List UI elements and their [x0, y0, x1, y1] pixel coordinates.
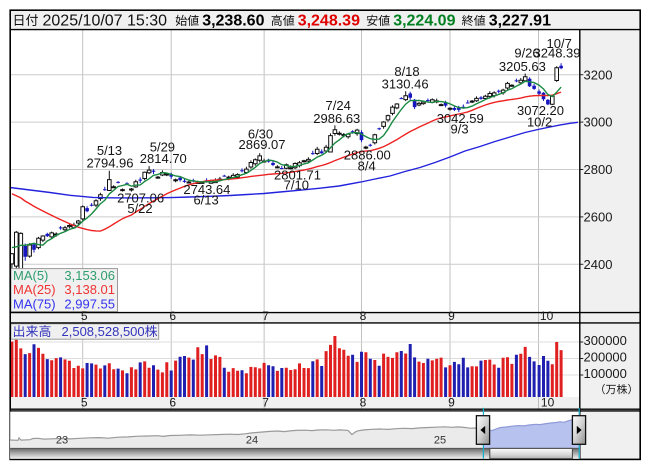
svg-text:3,248.39: 3,248.39: [298, 12, 360, 29]
svg-text:MA(75): MA(75): [13, 296, 56, 311]
svg-text:10/7: 10/7: [547, 36, 572, 51]
svg-text:3,153.06: 3,153.06: [64, 268, 115, 283]
svg-text:23: 23: [56, 435, 68, 447]
svg-text:9/3: 9/3: [451, 122, 469, 137]
svg-text:6: 6: [169, 396, 176, 410]
svg-text:10: 10: [541, 396, 555, 410]
svg-text:9: 9: [448, 396, 455, 410]
svg-text:25: 25: [434, 435, 446, 447]
svg-text:24: 24: [246, 435, 258, 447]
svg-text:100000: 100000: [584, 366, 627, 381]
svg-text:3000: 3000: [584, 115, 613, 130]
svg-text:200000: 200000: [584, 349, 627, 364]
svg-text:2801.71: 2801.71: [274, 168, 321, 183]
svg-text:2,508,528,500: 2,508,528,500: [62, 324, 145, 339]
svg-text:8/4: 8/4: [358, 158, 376, 173]
svg-text:2814.70: 2814.70: [140, 151, 187, 166]
svg-text:3,238.60: 3,238.60: [202, 12, 264, 29]
svg-text:2,997.55: 2,997.55: [64, 296, 115, 311]
svg-text:2743.64: 2743.64: [183, 182, 230, 197]
svg-text:6/30: 6/30: [248, 126, 273, 141]
svg-text:2886.00: 2886.00: [344, 147, 391, 162]
svg-text:2986.63: 2986.63: [313, 111, 360, 126]
svg-text:3200: 3200: [584, 67, 613, 82]
svg-text:7: 7: [262, 309, 269, 323]
svg-text:2794.96: 2794.96: [87, 156, 134, 171]
svg-text:5/22: 5/22: [127, 201, 152, 216]
svg-text:3,138.01: 3,138.01: [64, 282, 115, 297]
svg-text:9: 9: [448, 309, 455, 323]
svg-text:7: 7: [262, 396, 269, 410]
svg-text:10: 10: [540, 309, 554, 323]
svg-text:3205.63: 3205.63: [499, 59, 546, 74]
svg-text:2707.06: 2707.06: [117, 190, 164, 205]
svg-text:10/2: 10/2: [527, 115, 552, 130]
svg-text:3,227.91: 3,227.91: [489, 12, 551, 29]
svg-text:3,224.09: 3,224.09: [393, 12, 455, 29]
svg-text:3130.46: 3130.46: [382, 76, 429, 91]
svg-text:5/13: 5/13: [97, 143, 122, 158]
svg-text:8/18: 8/18: [394, 64, 419, 79]
svg-text:MA(5): MA(5): [13, 268, 48, 283]
svg-text:9/26: 9/26: [514, 46, 539, 61]
svg-text:2600: 2600: [584, 210, 613, 225]
svg-text:5: 5: [81, 309, 88, 323]
svg-text:300000: 300000: [584, 333, 627, 348]
svg-text:8: 8: [360, 396, 367, 410]
svg-text:5/29: 5/29: [150, 139, 175, 154]
svg-text:6/13: 6/13: [193, 193, 218, 208]
svg-text:3042.59: 3042.59: [437, 111, 484, 126]
svg-text:7/24: 7/24: [326, 98, 351, 113]
svg-text:5: 5: [81, 396, 88, 410]
svg-text:3248.39: 3248.39: [534, 46, 581, 61]
svg-text:MA(25): MA(25): [13, 282, 56, 297]
svg-text:7/10: 7/10: [284, 177, 309, 192]
svg-text:8: 8: [360, 309, 367, 323]
svg-text:3072.20: 3072.20: [517, 103, 564, 118]
svg-text:2869.07: 2869.07: [239, 137, 286, 152]
svg-text:6: 6: [169, 309, 176, 323]
svg-text:2400: 2400: [584, 257, 613, 272]
svg-text:2800: 2800: [584, 162, 613, 177]
svg-text:2025/10/07 15:30: 2025/10/07 15:30: [43, 12, 168, 29]
